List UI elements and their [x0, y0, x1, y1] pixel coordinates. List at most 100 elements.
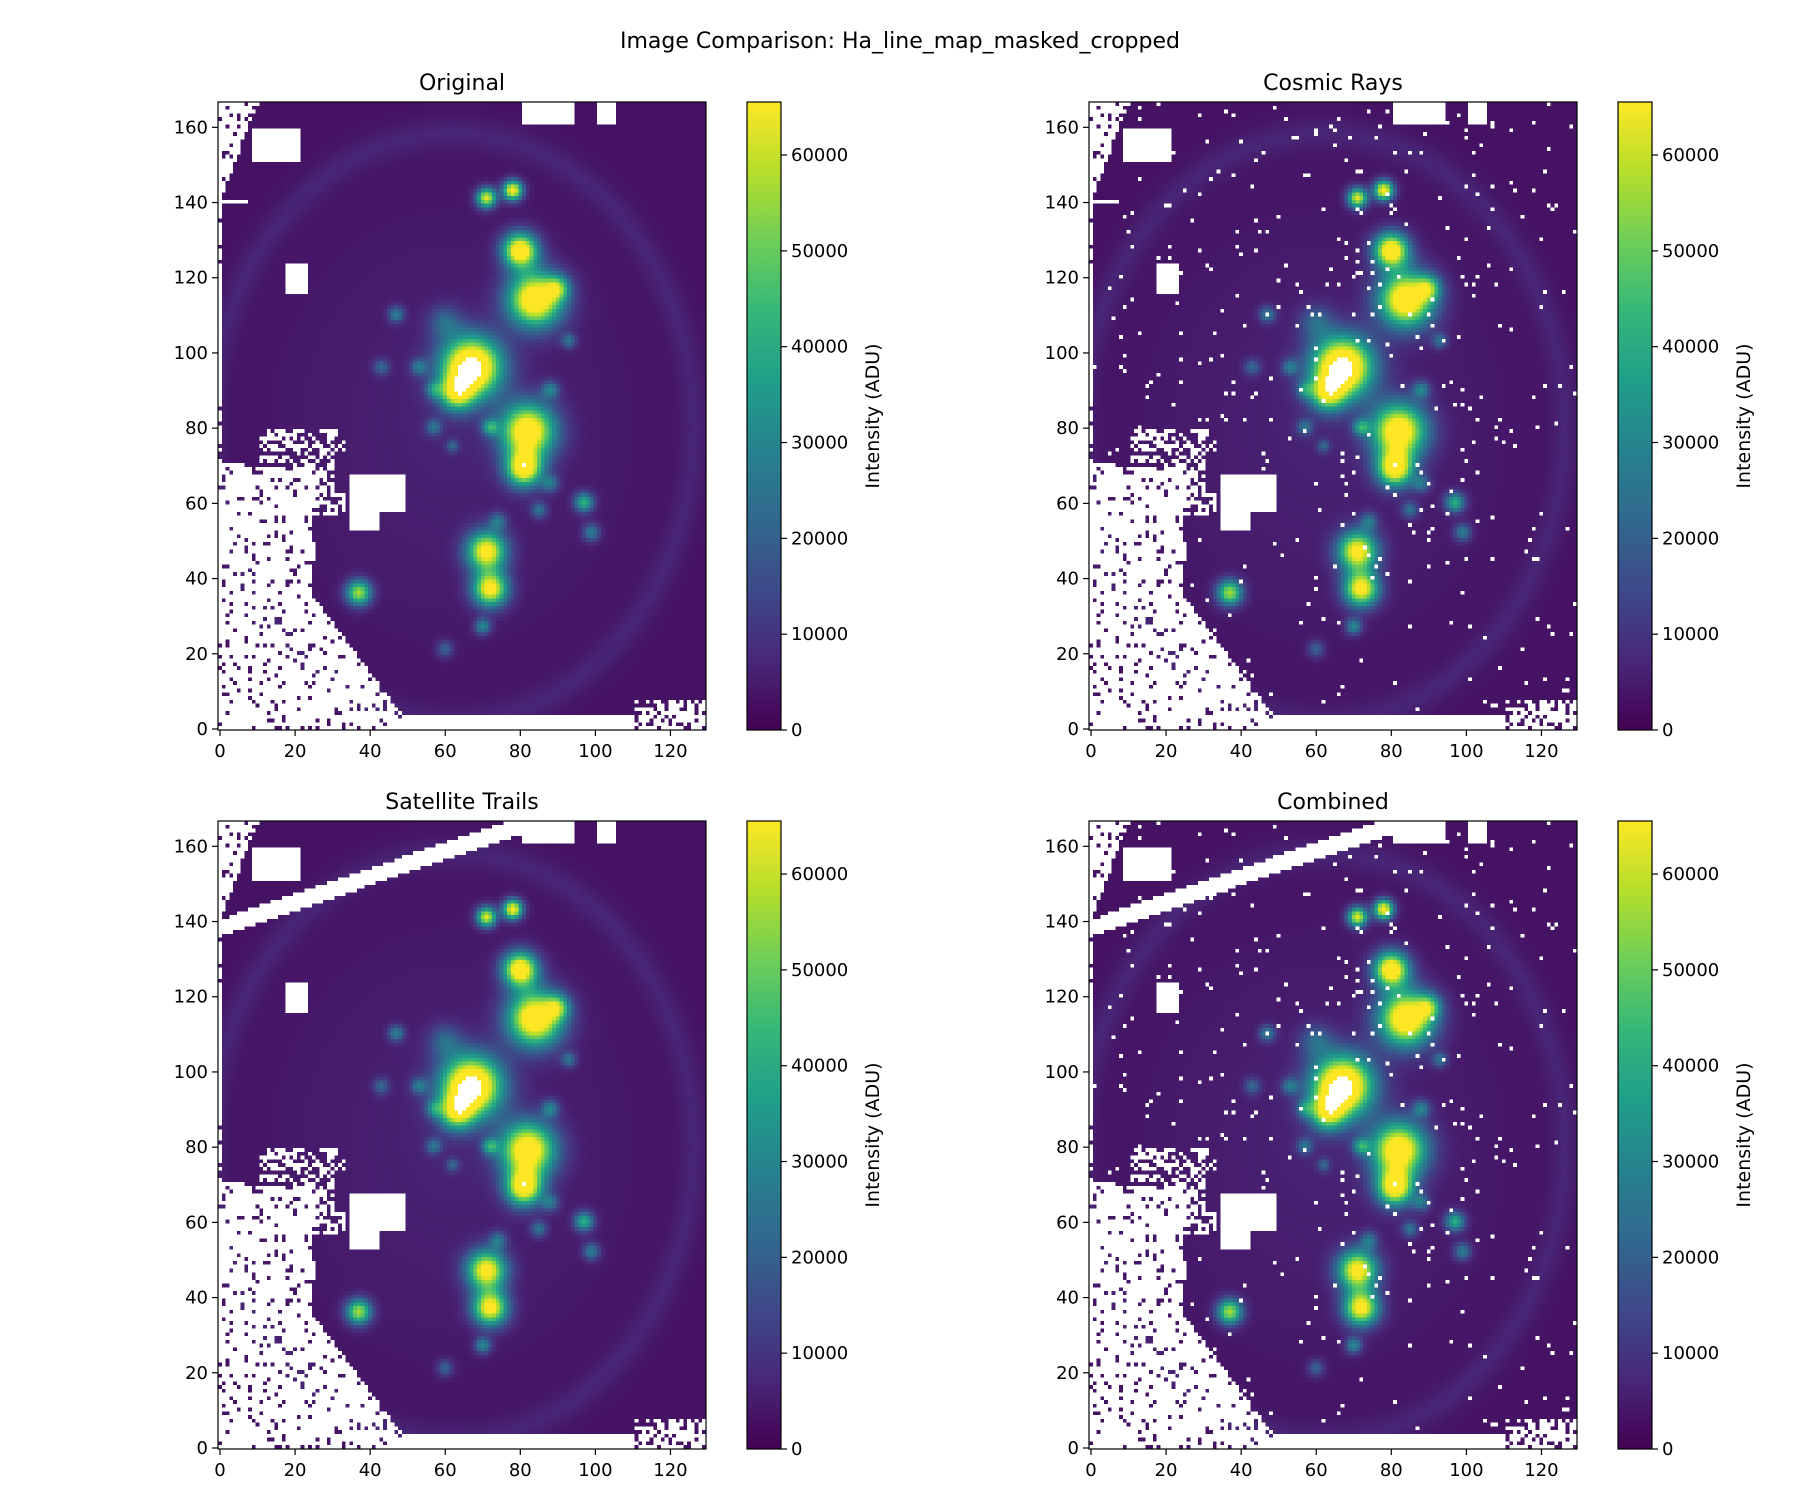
x-tick-label: 40	[359, 1460, 382, 1481]
colorbar-tick-label: 0	[791, 720, 802, 741]
y-tick-label: 40	[185, 1288, 208, 1309]
panel-title: Original	[419, 71, 505, 96]
y-tick-label: 20	[1056, 644, 1079, 665]
x-tick-label: 80	[1380, 741, 1403, 762]
colorbar	[746, 101, 782, 731]
x-tick-label: 0	[214, 741, 225, 762]
panel-3: Combined 0 20 40 60 80 100 120 0 20 40 60 80 100 120 14…	[1045, 790, 1755, 1481]
y-tick-label: 40	[1056, 569, 1079, 590]
x-tick-label: 80	[509, 1460, 532, 1481]
y-tick-label: 0	[197, 1438, 208, 1459]
y-tick-label: 0	[1068, 719, 1079, 740]
panels: Original 0 20 40 60 80 100 120 0 20 40 60 80 100 120 14…	[174, 71, 1755, 1481]
colorbar-tick-label: 50000	[791, 241, 848, 262]
x-tick-label: 0	[1085, 1460, 1096, 1481]
panel-1: Cosmic Rays 0 20 40 60 80 100 120 0 20 40 60 80 100 12…	[1045, 71, 1755, 762]
panel-title: Combined	[1277, 790, 1389, 815]
colorbar-tick-label: 20000	[791, 1247, 848, 1268]
x-tick-label: 0	[1085, 741, 1096, 762]
x-tick-label: 20	[284, 1460, 307, 1481]
colorbar-tick-label: 50000	[791, 960, 848, 981]
colorbar-tick-label: 20000	[1662, 528, 1719, 549]
axes-frame	[1088, 101, 1578, 731]
x-tick-label: 120	[653, 1460, 687, 1481]
colorbar-tick-label: 30000	[1662, 1152, 1719, 1173]
colorbar-tick-label: 60000	[1662, 864, 1719, 885]
colorbar-tick-label: 60000	[1662, 145, 1719, 166]
y-tick-label: 60	[1056, 1212, 1079, 1233]
y-tick-label: 60	[185, 1212, 208, 1233]
y-tick-label: 120	[1045, 987, 1079, 1008]
x-tick-label: 20	[284, 741, 307, 762]
colorbar	[746, 820, 782, 1450]
x-tick-label: 40	[359, 741, 382, 762]
x-tick-label: 80	[1380, 1460, 1403, 1481]
y-tick-label: 100	[1045, 343, 1079, 364]
y-tick-label: 160	[1045, 117, 1079, 138]
panel-0: Original 0 20 40 60 80 100 120 0 20 40 60 80 100 120 14…	[174, 71, 884, 762]
heatmap-image	[1089, 821, 1577, 1449]
y-tick-label: 20	[1056, 1363, 1079, 1384]
colorbar-tick-label: 10000	[1662, 1343, 1719, 1364]
y-tick-label: 140	[174, 193, 208, 214]
colorbar-label: Intensity (ADU)	[1733, 1062, 1755, 1207]
x-tick-label: 20	[1155, 1460, 1178, 1481]
y-tick-label: 60	[1056, 493, 1079, 514]
colorbar-tick-label: 30000	[791, 433, 848, 454]
x-tick-label: 60	[434, 1460, 457, 1481]
y-tick-label: 100	[174, 343, 208, 364]
colorbar-tick-label: 20000	[791, 528, 848, 549]
x-tick-label: 100	[578, 741, 612, 762]
colorbar-label: Intensity (ADU)	[862, 343, 884, 488]
colorbar-tick-label: 60000	[791, 864, 848, 885]
y-tick-label: 80	[1056, 418, 1079, 439]
y-tick-label: 0	[197, 719, 208, 740]
y-tick-label: 120	[174, 268, 208, 289]
x-tick-label: 60	[1305, 1460, 1328, 1481]
heatmap-image	[1089, 102, 1577, 730]
y-tick-label: 80	[185, 418, 208, 439]
axes-frame	[1088, 820, 1578, 1450]
colorbar-tick-label: 10000	[791, 624, 848, 645]
colorbar	[1617, 101, 1653, 731]
y-tick-label: 160	[174, 836, 208, 857]
x-tick-label: 60	[1305, 741, 1328, 762]
y-tick-label: 140	[1045, 912, 1079, 933]
x-tick-label: 100	[578, 1460, 612, 1481]
x-tick-label: 80	[509, 741, 532, 762]
colorbar-tick-label: 60000	[791, 145, 848, 166]
x-tick-label: 100	[1449, 1460, 1483, 1481]
y-tick-label: 100	[1045, 1062, 1079, 1083]
y-tick-label: 120	[174, 987, 208, 1008]
y-tick-label: 40	[185, 569, 208, 590]
y-tick-label: 100	[174, 1062, 208, 1083]
y-tick-label: 20	[185, 1363, 208, 1384]
y-tick-label: 0	[1068, 1438, 1079, 1459]
panel-2: Satellite Trails 0 20 40 60 80 100 120 0 20 40 60 80…	[174, 790, 884, 1481]
x-tick-label: 120	[1524, 741, 1558, 762]
y-tick-label: 80	[185, 1137, 208, 1158]
colorbar-tick-label: 50000	[1662, 241, 1719, 262]
colorbar-tick-label: 40000	[791, 1056, 848, 1077]
y-tick-label: 140	[1045, 193, 1079, 214]
x-tick-label: 60	[434, 741, 457, 762]
colorbar-tick-label: 0	[1662, 1439, 1673, 1460]
colorbar-tick-label: 30000	[1662, 433, 1719, 454]
panel-title: Cosmic Rays	[1263, 71, 1403, 96]
colorbar	[1617, 820, 1653, 1450]
heatmap-image	[218, 102, 706, 730]
y-tick-label: 20	[185, 644, 208, 665]
x-tick-label: 100	[1449, 741, 1483, 762]
colorbar-tick-label: 0	[1662, 720, 1673, 741]
axes-frame	[217, 101, 707, 731]
x-tick-label: 120	[1524, 1460, 1558, 1481]
x-tick-label: 20	[1155, 741, 1178, 762]
colorbar-tick-label: 10000	[1662, 624, 1719, 645]
panel-title: Satellite Trails	[385, 790, 539, 815]
colorbar-tick-label: 30000	[791, 1152, 848, 1173]
y-tick-label: 160	[174, 117, 208, 138]
x-tick-label: 120	[653, 741, 687, 762]
colorbar-tick-label: 40000	[1662, 337, 1719, 358]
